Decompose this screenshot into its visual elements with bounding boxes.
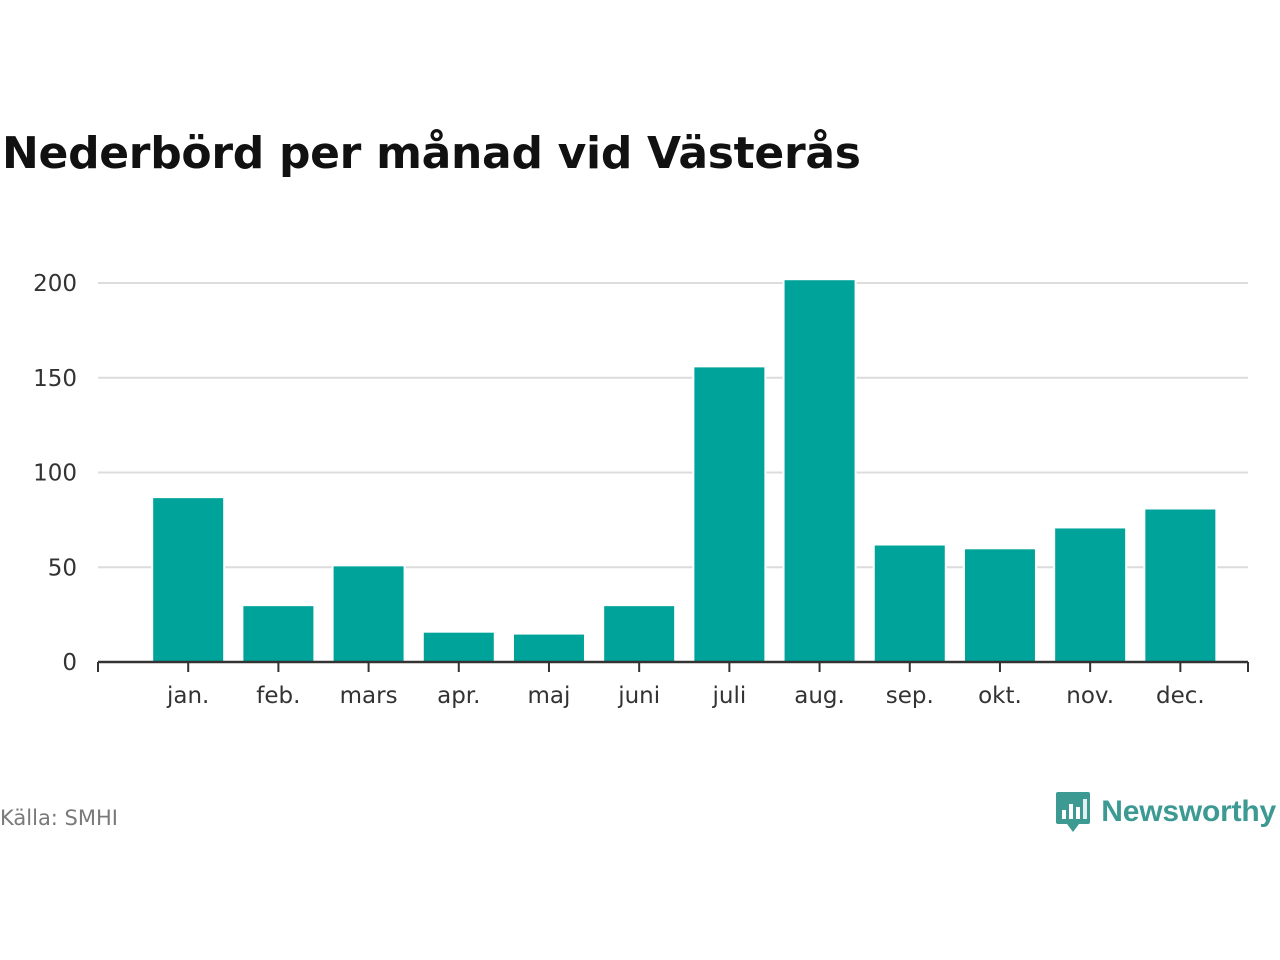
bar-juni (602, 604, 677, 664)
y-tick-label: 150 (33, 366, 77, 392)
bar-dec (1143, 507, 1218, 663)
bar-maj (511, 632, 586, 664)
bar-jan (151, 496, 226, 664)
source-note: Källa: SMHI (0, 806, 118, 830)
x-tick-label: mars (340, 683, 398, 709)
bar-juli (692, 365, 767, 663)
x-tick-label: apr. (437, 683, 480, 709)
brand-name: Newsworthy (1101, 795, 1276, 828)
bar-nov (1053, 526, 1128, 664)
bar-feb (241, 604, 316, 664)
y-tick-label: 50 (48, 555, 77, 581)
x-tick-label: maj (528, 683, 571, 709)
bar-aug (782, 278, 857, 663)
y-tick-label: 100 (33, 461, 77, 487)
x-tick-label: sep. (886, 683, 934, 709)
chart-title: Nederbörd per månad vid Västerås (2, 128, 861, 179)
bars (151, 278, 1218, 664)
x-tick-label: juni (617, 683, 660, 709)
x-tick-label: okt. (978, 683, 1022, 709)
newsworthy-logo-icon (1056, 792, 1091, 832)
x-tick-label: juli (711, 683, 746, 709)
gridlines (98, 282, 1248, 569)
x-tick-label: jan. (166, 683, 209, 709)
bar-sep (872, 543, 947, 664)
bar-okt (962, 547, 1037, 663)
bar-apr (421, 630, 496, 663)
y-tick-label: 0 (62, 650, 77, 676)
bar-mars (331, 564, 406, 663)
y-tick-label: 200 (33, 271, 77, 297)
x-tick-label: nov. (1066, 683, 1114, 709)
x-axis: jan. feb. mars apr. maj juni juli aug. sep. okt. n… (97, 660, 1249, 709)
x-tick-label: dec. (1156, 683, 1205, 709)
x-tick-label: feb. (256, 683, 300, 709)
brand-logo: Newsworthy (1055, 790, 1276, 834)
x-tick-label: aug. (794, 683, 845, 709)
y-axis-ticks: 0 50 100 150 200 (33, 271, 77, 676)
